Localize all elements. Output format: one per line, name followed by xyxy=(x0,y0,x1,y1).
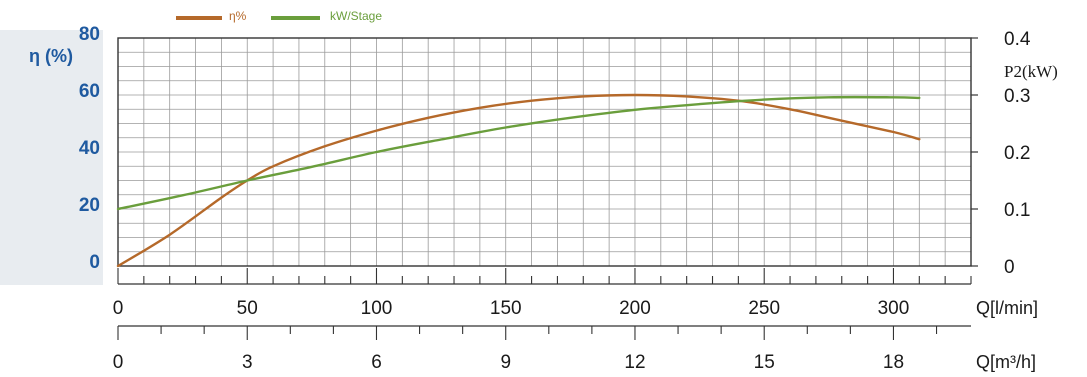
series-line-power xyxy=(116,95,921,211)
x-m3h-tick-label: 15 xyxy=(754,352,775,373)
chart-grid xyxy=(118,38,971,266)
x-lpm-tick-label: 200 xyxy=(619,298,651,319)
left-axis-ticks: 0 20 40 60 80 xyxy=(79,24,100,273)
right-tick-label: 0 xyxy=(1004,257,1015,278)
right-tick-label: 0.1 xyxy=(1004,200,1030,221)
x-lpm-tick-label: 250 xyxy=(748,298,780,319)
x-m3h-tick-label: 18 xyxy=(883,352,904,373)
right-tick-label: 0.2 xyxy=(1004,143,1030,164)
x-axis-lpm-title: Q[l/min] xyxy=(976,298,1038,318)
x-m3h-tick-label: 12 xyxy=(624,352,645,373)
left-tick-label: 60 xyxy=(79,81,100,102)
left-tick-label: 40 xyxy=(79,138,100,159)
x-lpm-tick-label: 100 xyxy=(361,298,393,319)
right-axis-title: P2(kW) xyxy=(1004,62,1058,81)
left-tick-label: 20 xyxy=(79,195,100,216)
x-m3h-tick-label: 6 xyxy=(371,352,382,373)
legend-label-power: kW/Stage xyxy=(330,9,382,23)
left-tick-label: 80 xyxy=(79,24,100,45)
x-axis-m3h: 0 3 6 9 12 15 18 xyxy=(113,325,971,373)
x-lpm-tick-label: 50 xyxy=(237,298,258,319)
x-axis-m3h-title: Q[m³/h] xyxy=(976,352,1036,372)
left-axis-panel xyxy=(0,30,103,285)
left-axis-title: η (%) xyxy=(29,46,73,66)
x-lpm-tick-label: 0 xyxy=(113,298,124,319)
right-axis-ticks: 0 0.1 0.2 0.3 0.4 xyxy=(971,29,1031,278)
left-tick-label: 0 xyxy=(89,252,100,273)
series-layer xyxy=(116,93,921,268)
right-tick-label: 0.3 xyxy=(1004,86,1030,107)
x-lpm-tick-label: 300 xyxy=(878,298,910,319)
x-m3h-tick-label: 0 xyxy=(113,352,124,373)
x-m3h-tick-label: 3 xyxy=(242,352,253,373)
legend-label-efficiency: η% xyxy=(229,9,247,23)
x-axis-lpm: 0 50 100 150 200 250 300 xyxy=(113,268,972,319)
x-lpm-tick-label: 150 xyxy=(490,298,522,319)
right-tick-label: 0.4 xyxy=(1004,29,1031,50)
x-m3h-tick-label: 9 xyxy=(500,352,511,373)
